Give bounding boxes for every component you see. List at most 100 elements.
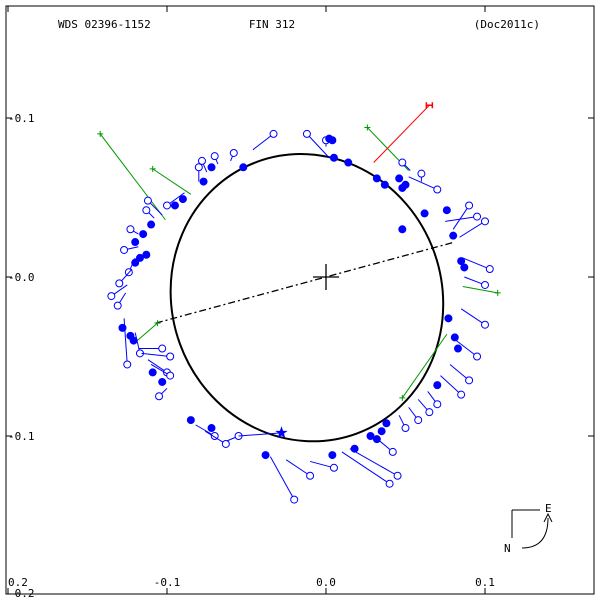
red-measure-line (373, 104, 430, 163)
special-measures-group (238, 102, 434, 439)
open-measure-point-15 (163, 201, 171, 210)
y-tick-label-2: -0.1 (8, 430, 35, 443)
open-measure-point-31 (414, 416, 423, 425)
open-measure-point-13 (166, 371, 175, 380)
open-measure-line-27 (341, 451, 390, 485)
open-measure-line-28 (349, 448, 398, 477)
open-measure-point-29 (388, 447, 397, 456)
filled-measure-point-33 (460, 263, 469, 272)
filled-measure-point-39 (377, 427, 386, 436)
filled-measure-point-10 (118, 323, 127, 332)
filled-measure-point-24 (380, 180, 389, 189)
open-measure-line-22 (204, 430, 227, 445)
line-of-nodes (155, 241, 455, 324)
filled-measure-point-23 (372, 174, 381, 183)
filled-measure-point-29 (420, 209, 429, 218)
open-measure-point-2 (126, 225, 135, 234)
open-measure-point-6 (107, 292, 116, 301)
green-residual-marker-4 (494, 289, 501, 296)
open-measure-point-17 (197, 156, 206, 165)
open-measure-point-37 (481, 320, 489, 329)
y-tick-label-1: -0.0 (8, 271, 35, 284)
filled-measure-point-36 (453, 344, 462, 353)
line-of-nodes-group (155, 241, 455, 324)
open-measure-point-27 (385, 479, 394, 488)
open-measure-line-20 (252, 133, 274, 151)
filled-measure-point-5 (139, 230, 148, 239)
compass: E N (504, 502, 553, 555)
filled-measure-point-38 (382, 419, 391, 428)
filled-measure-point-37 (433, 381, 442, 390)
filled-measure-point-31 (449, 231, 458, 240)
open-measure-point-44 (398, 158, 407, 167)
filled-measure-point-1 (199, 177, 208, 186)
filled-measure-point-3 (170, 201, 179, 210)
open-measure-point-5 (115, 279, 124, 288)
open-measure-point-28 (393, 471, 402, 480)
filled-measure-point-7 (135, 253, 144, 262)
open-measure-point-41 (465, 201, 474, 210)
open-measure-point-14 (155, 392, 164, 401)
open-measure-point-25 (306, 471, 315, 480)
x-tick-label-3: 0.1 (475, 576, 495, 589)
blue-star-line (238, 432, 282, 437)
filled-measure-point-13 (148, 368, 157, 377)
green-residual-line-3 (401, 333, 448, 399)
filled-measure-point-0 (207, 163, 216, 172)
green-residual-marker-5 (364, 124, 371, 131)
open-measure-point-7 (113, 301, 122, 310)
open-measure-point-39 (485, 265, 494, 274)
compass-arc-arrow (521, 517, 549, 549)
filled-measure-point-43 (328, 451, 337, 460)
open-measure-point-42 (473, 212, 482, 221)
filled-measure-point-20 (328, 136, 337, 145)
open-measure-line-35 (449, 364, 470, 381)
open-measure-point-19 (229, 148, 238, 157)
compass-east-label: E (545, 502, 552, 515)
open-measure-point-18 (210, 152, 219, 161)
open-measure-line-26 (309, 460, 335, 469)
filled-measure-point-32 (457, 257, 466, 266)
open-measure-point-32 (425, 408, 434, 417)
filled-measure-point-34 (444, 314, 453, 323)
filled-measure-point-22 (344, 158, 353, 167)
green-residual-line-4 (462, 286, 498, 294)
filled-measure-point-18 (261, 451, 270, 460)
green-residual-marker-3 (399, 394, 406, 401)
open-measure-point-22 (221, 439, 230, 448)
orbit-group (169, 153, 445, 443)
filled-measures-group (118, 134, 469, 460)
filled-measure-point-4 (147, 220, 156, 229)
open-measure-point-43 (417, 169, 426, 178)
open-measure-point-47 (433, 185, 442, 194)
filled-measure-point-9 (131, 258, 140, 267)
open-measure-point-11 (166, 352, 175, 361)
header-right: (Doc2011c) (474, 18, 540, 31)
filled-measure-point-35 (450, 333, 459, 342)
open-measure-point-10 (158, 344, 167, 353)
filled-measure-point-14 (158, 377, 167, 386)
open-measure-point-36 (473, 352, 482, 361)
green-residual-marker-1 (149, 165, 156, 172)
red-measure-marker (425, 102, 434, 109)
open-measure-point-30 (401, 424, 410, 433)
open-measures-group (107, 129, 494, 504)
filled-measure-point-27 (398, 225, 407, 234)
open-measure-point-3 (120, 245, 129, 254)
filled-measure-point-28 (401, 180, 410, 189)
filled-measure-point-30 (442, 206, 451, 215)
green-residual-marker-0 (97, 130, 104, 137)
x-tick-label-1: -0.1 (154, 576, 181, 589)
filled-measure-point-41 (372, 435, 381, 444)
y-tick-label-0: -0.1 (8, 112, 35, 125)
open-measure-point-16 (194, 163, 203, 172)
open-measure-point-40 (481, 217, 489, 226)
open-measure-point-38 (481, 280, 489, 289)
filled-measure-point-8 (142, 250, 151, 259)
open-measure-line-36 (456, 340, 478, 357)
orbit-ellipse (169, 153, 445, 443)
primary-star-cross (313, 264, 339, 290)
open-measure-line-47 (408, 176, 438, 191)
filled-measure-point-25 (395, 174, 404, 183)
green-residual-line-0 (99, 133, 166, 221)
